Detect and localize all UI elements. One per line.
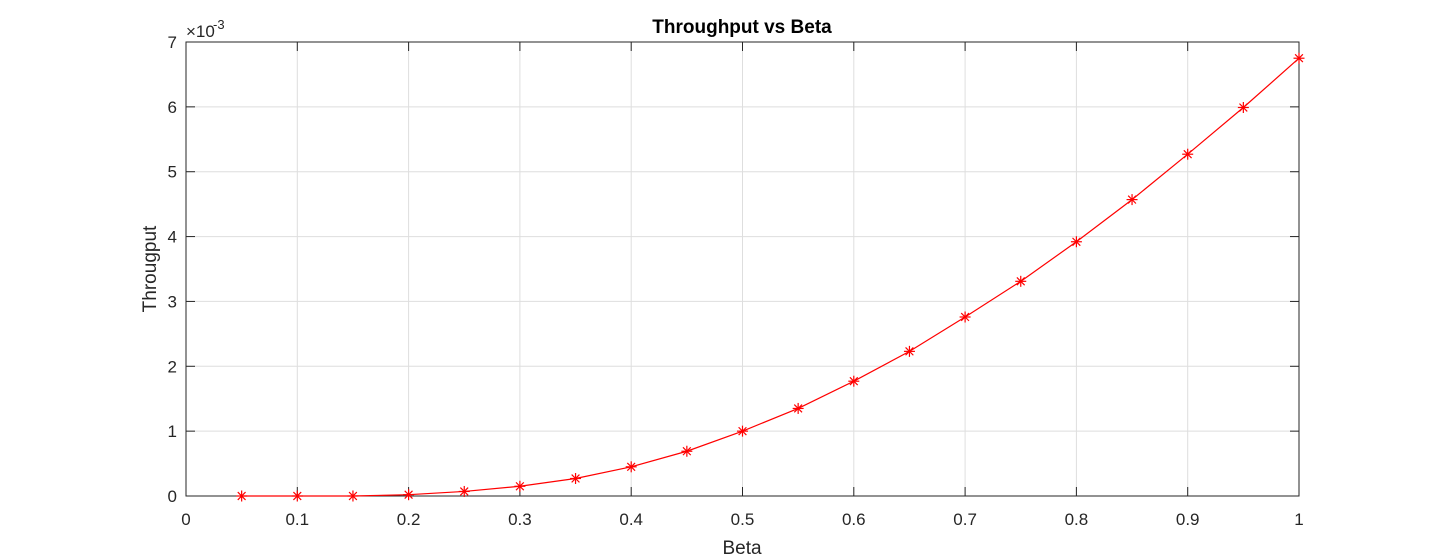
y-tick-label: 4 [168,228,177,247]
data-point-marker [848,375,860,387]
data-point-marker [1182,148,1194,160]
data-point-marker [1126,194,1138,206]
x-tick-label: 0.2 [397,510,421,529]
x-tick-label: 0.5 [731,510,755,529]
y-exponent-power: -3 [213,17,225,32]
x-tick-label: 0.7 [953,510,977,529]
data-point-marker [1070,236,1082,248]
data-point-marker [403,489,415,501]
data-point-marker [792,402,804,414]
y-tick-label: 3 [168,292,177,311]
data-point-marker [236,490,248,502]
data-point-marker [1293,52,1305,64]
y-tick-label: 7 [168,33,177,52]
data-point-marker [625,461,637,473]
data-point-marker [681,445,693,457]
y-tick-label: 5 [168,163,177,182]
data-point-marker [570,472,582,484]
y-exponent-label: ×10 [186,22,215,41]
data-point-marker [514,480,526,492]
x-tick-label: 0 [181,510,190,529]
x-tick-label: 0.9 [1176,510,1200,529]
series-layer [236,52,1305,502]
y-tick-label: 6 [168,98,177,117]
data-point-marker [959,311,971,323]
data-point-marker [1015,275,1027,287]
x-tick-label: 0.3 [508,510,532,529]
y-tick-label: 0 [168,487,177,506]
data-point-marker [291,490,303,502]
data-point-marker [903,345,915,357]
data-point-marker [458,485,470,497]
x-tick-label: 0.4 [619,510,643,529]
x-tick-label: 0.1 [285,510,309,529]
x-axis-label: Beta [722,538,762,559]
x-tick-label: 0.6 [842,510,866,529]
y-tick-label: 2 [168,357,177,376]
x-tick-label: 0.8 [1065,510,1089,529]
x-tick-label: 1 [1294,510,1303,529]
chart-title: Throughput vs Beta [652,17,832,38]
data-point-marker [347,490,359,502]
y-tick-label: 1 [168,422,177,441]
y-axis-label: Througput [140,225,161,312]
series-line [241,57,1300,497]
data-point-marker [1237,102,1249,114]
data-point-marker [737,425,748,437]
